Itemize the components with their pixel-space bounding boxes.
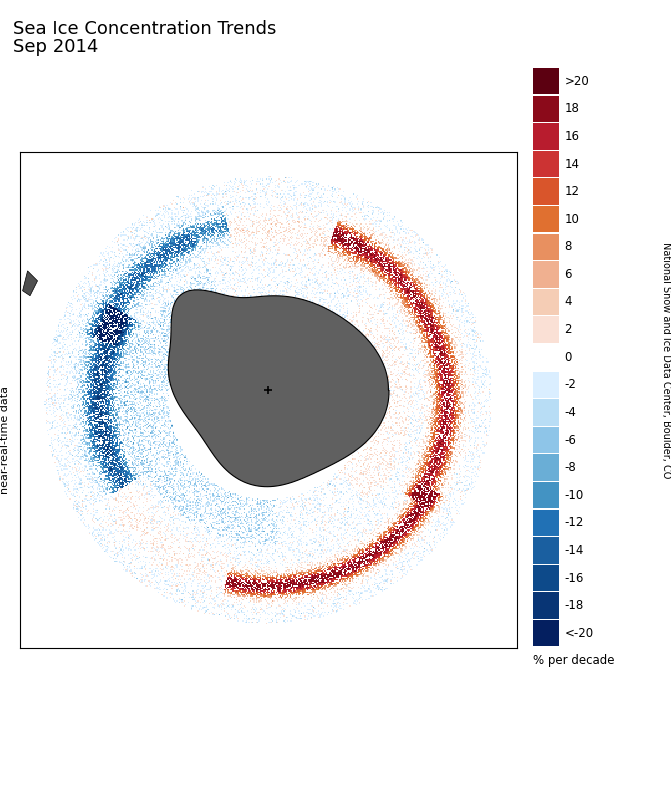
Polygon shape <box>23 271 38 296</box>
Text: 12: 12 <box>564 185 579 198</box>
Text: <-20: <-20 <box>564 626 593 640</box>
Text: -6: -6 <box>564 434 576 446</box>
Text: 4: 4 <box>564 295 572 309</box>
Text: Sep 2014: Sep 2014 <box>13 38 99 57</box>
Text: 6: 6 <box>564 268 572 281</box>
Text: National Snow and Ice Data Center, Boulder, CO: National Snow and Ice Data Center, Bould… <box>661 242 670 478</box>
Text: 2: 2 <box>564 323 572 336</box>
Text: -4: -4 <box>564 406 576 419</box>
Text: -2: -2 <box>564 378 576 391</box>
Text: >20: >20 <box>564 74 589 88</box>
Text: -8: -8 <box>564 461 576 474</box>
Text: -16: -16 <box>564 571 584 585</box>
Text: % per decade: % per decade <box>533 654 615 667</box>
Text: 0: 0 <box>564 350 572 364</box>
Text: 14: 14 <box>564 158 579 170</box>
Text: 8: 8 <box>564 240 572 254</box>
Text: Sea Ice Concentration Trends: Sea Ice Concentration Trends <box>13 20 277 38</box>
Text: -10: -10 <box>564 489 584 502</box>
Text: -14: -14 <box>564 544 584 557</box>
Text: -18: -18 <box>564 599 584 612</box>
Text: 10: 10 <box>564 213 579 226</box>
Circle shape <box>65 197 472 603</box>
Text: 16: 16 <box>564 130 579 143</box>
Text: near-real-time data: near-real-time data <box>1 386 10 494</box>
Text: 18: 18 <box>564 102 579 115</box>
Text: -12: -12 <box>564 516 584 530</box>
Polygon shape <box>168 290 389 486</box>
